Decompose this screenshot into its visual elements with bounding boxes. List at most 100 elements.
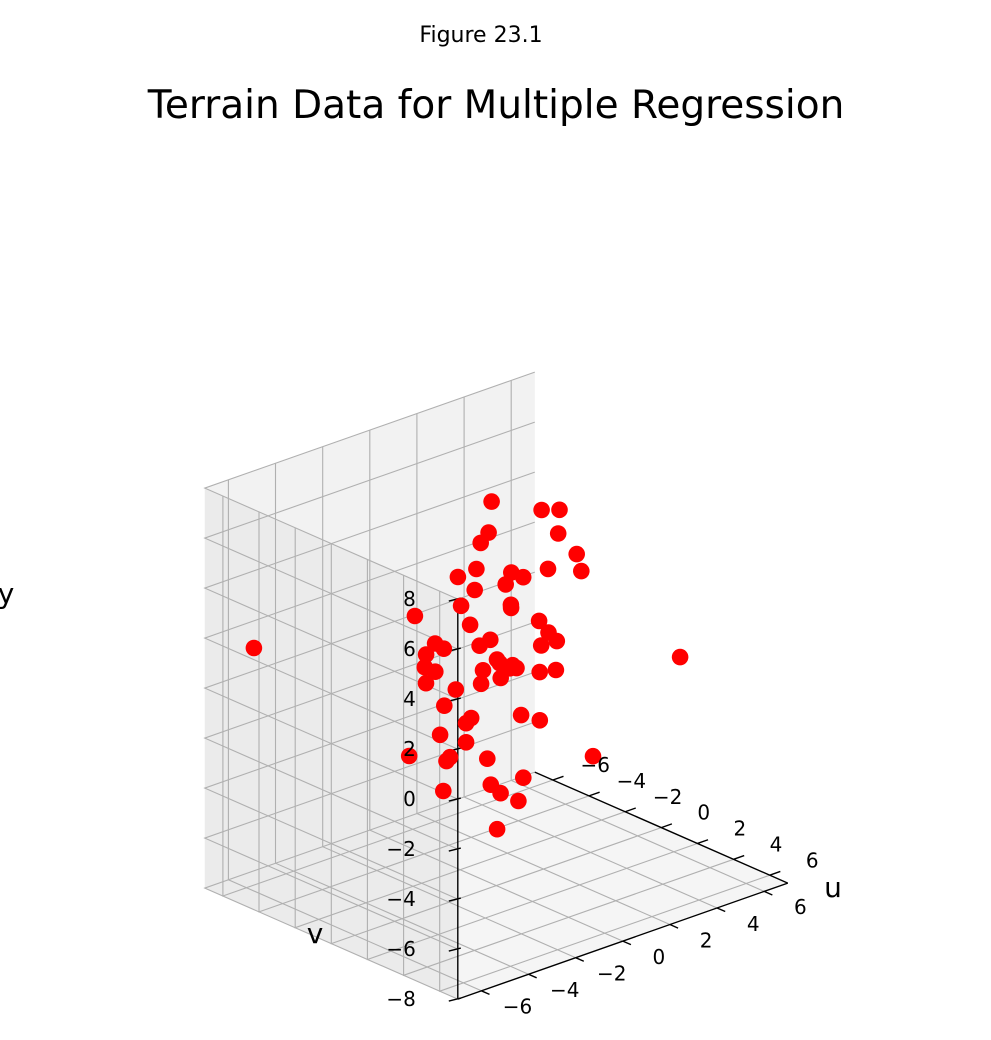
data-point: [416, 658, 434, 676]
data-point: [483, 493, 500, 510]
z-tick-label: −6: [386, 937, 415, 961]
grid-line-z: [203, 771, 535, 1000]
data-point: [488, 651, 506, 668]
data-point: [531, 712, 549, 729]
z-tick-mark: [448, 897, 461, 902]
data-point: [533, 501, 550, 519]
data-point: [515, 769, 532, 786]
grid-line-z: [203, 521, 535, 750]
data-point: [466, 581, 484, 599]
data-point: [568, 545, 585, 563]
y-tick-label: −2: [597, 962, 626, 986]
data-point: [551, 501, 568, 519]
z-tick-mark: [448, 847, 461, 852]
data-point: [462, 709, 480, 727]
chart-title: Terrain Data for Multiple Regression: [147, 83, 845, 128]
figure-label: Figure 23.1: [419, 23, 542, 48]
x-tick-label: 6: [806, 848, 819, 872]
z-tick-label: −4: [386, 887, 415, 911]
y-tick-mark: [481, 990, 490, 996]
data-point: [479, 750, 496, 767]
data-point: [441, 748, 459, 766]
y-tick-mark: [669, 923, 679, 929]
data-point: [539, 560, 557, 578]
data-point: [447, 681, 465, 698]
x-tick-mark: [661, 823, 673, 829]
grid-lines: [203, 371, 770, 1000]
data-point: [671, 648, 689, 666]
x-tick-mark: [769, 870, 781, 876]
data-point: [584, 747, 602, 765]
x-tick-mark: [733, 854, 745, 860]
y-tick-label: 4: [747, 912, 760, 936]
z-tick-label: 8: [403, 587, 416, 611]
data-point: [245, 639, 263, 657]
x-tick-mark: [697, 839, 709, 845]
z-tick-label: 2: [403, 737, 416, 761]
data-point: [431, 726, 449, 744]
data-point: [510, 792, 527, 810]
data-point: [497, 576, 514, 593]
data-points: [245, 493, 689, 838]
data-point: [547, 661, 565, 679]
data-point: [457, 734, 475, 751]
data-point: [406, 607, 424, 625]
data-point: [573, 562, 590, 580]
y-tick-label: −4: [550, 978, 579, 1002]
data-point: [417, 646, 435, 663]
z-tick-mark: [448, 797, 461, 802]
x-tick-mark: [588, 791, 600, 797]
y-tick-mark: [575, 957, 585, 962]
data-point: [502, 596, 520, 614]
data-point: [400, 747, 418, 765]
data-point: [482, 776, 500, 793]
y-tick-label: −6: [503, 995, 532, 1019]
x-tick-label: −2: [653, 785, 682, 809]
y-tick-mark: [716, 907, 726, 913]
y-axis-label: v: [307, 917, 324, 950]
z-tick-label: −2: [386, 837, 415, 861]
x-tick-mark: [624, 807, 636, 813]
y-tick-label: 0: [653, 945, 666, 969]
grid-line-z: [203, 421, 535, 650]
data-point: [417, 674, 435, 692]
data-point: [472, 675, 490, 693]
z-tick-label: 4: [403, 687, 416, 711]
x-tick-mark: [552, 775, 564, 781]
data-point: [540, 624, 557, 641]
z-axis-label: y: [0, 577, 14, 610]
data-point: [504, 656, 521, 674]
data-point: [472, 534, 490, 552]
grid-line-z: [203, 721, 535, 950]
x-tick-label: 2: [734, 817, 747, 841]
y-tick-label: 6: [794, 895, 807, 919]
z-tick-mark: [448, 997, 461, 1002]
z-tick-label: 0: [403, 787, 416, 811]
y-tick-label: 2: [700, 928, 713, 952]
data-point: [549, 525, 567, 542]
data-point: [514, 568, 532, 586]
grid-line-z: [203, 471, 535, 700]
data-point: [474, 662, 492, 679]
x-axis-label: u: [824, 871, 842, 904]
y-tick-mark: [763, 890, 773, 896]
axis-lines: [448, 597, 789, 1002]
data-point: [532, 637, 550, 654]
grid-line-z: [203, 671, 535, 900]
x-tick-label: 4: [770, 832, 783, 856]
data-point: [488, 820, 506, 838]
data-point: [482, 631, 499, 649]
grid-line-z: [203, 371, 535, 600]
x-tick-label: −6: [581, 753, 610, 777]
z-tick-mark: [448, 947, 461, 952]
grid-line-z: [203, 571, 535, 800]
data-point: [461, 616, 479, 634]
data-point: [530, 612, 548, 630]
data-point: [435, 640, 453, 657]
data-point: [449, 568, 467, 586]
y-tick-mark: [622, 940, 632, 946]
x-tick-label: 0: [697, 801, 710, 825]
data-point: [468, 560, 485, 578]
data-point: [452, 597, 470, 615]
